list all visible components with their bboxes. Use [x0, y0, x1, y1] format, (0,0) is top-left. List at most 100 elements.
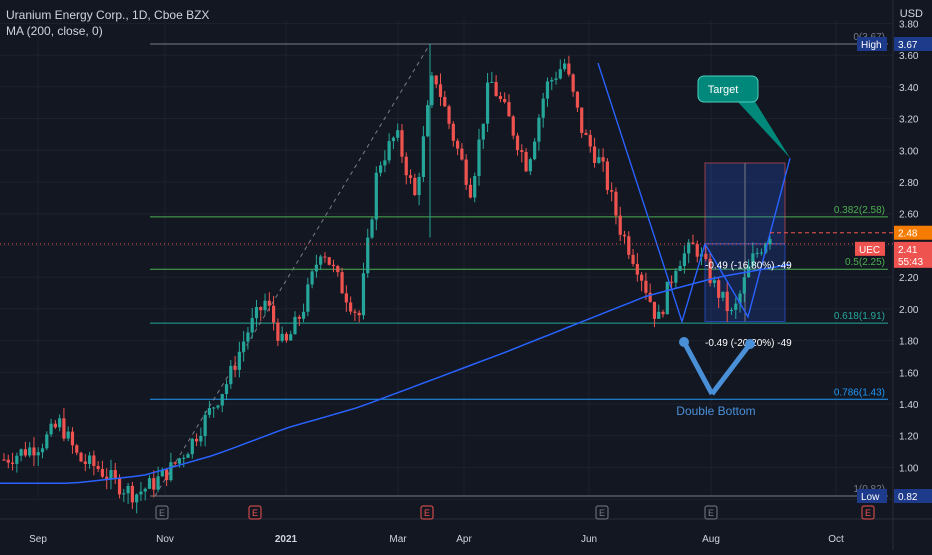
candle-body: [682, 253, 687, 267]
candle-body: [541, 98, 545, 118]
price-tick-label: 1.80: [899, 337, 919, 348]
candle-body: [100, 469, 105, 477]
candle-body: [404, 156, 408, 176]
candle: [203, 411, 207, 447]
price-tag-value: 0.82: [898, 492, 918, 503]
candle: [417, 172, 421, 206]
fib-level-label: 0.5(2.25): [845, 257, 885, 268]
candle-body: [443, 96, 447, 107]
candle: [233, 355, 237, 378]
candle-body: [246, 332, 250, 342]
candle-body: [644, 280, 648, 293]
candle: [404, 152, 408, 185]
target-callout-box: [697, 75, 759, 103]
price-tick-label: 3.40: [899, 83, 919, 94]
candle-body: [520, 150, 524, 152]
candle-body: [550, 79, 554, 82]
candle-body: [323, 256, 327, 258]
candle: [293, 311, 297, 335]
candle-body: [126, 485, 130, 494]
candle-body: [734, 303, 738, 310]
candle-body: [640, 274, 644, 281]
candle-body: [212, 407, 216, 409]
candle-body: [263, 300, 267, 311]
candle-body: [224, 384, 229, 395]
candle-body: [147, 478, 152, 489]
candle-body: [627, 236, 631, 255]
candle: [665, 281, 669, 315]
candle-body: [276, 322, 280, 341]
candle-body: [755, 252, 759, 254]
candle: [571, 73, 575, 97]
candle: [152, 470, 156, 498]
candle: [631, 249, 635, 267]
candle-body: [468, 184, 473, 198]
candle: [708, 251, 712, 287]
candle: [323, 252, 327, 263]
earnings-marker-box: [155, 505, 169, 520]
time-tick-label: 2021: [275, 534, 298, 545]
indicator-label: MA (200, close, 0): [6, 24, 103, 38]
candle: [361, 262, 366, 320]
candle-body: [494, 81, 498, 97]
candle: [160, 467, 164, 477]
candle-body: [451, 123, 455, 141]
candle-body: [464, 159, 468, 185]
candle: [32, 437, 36, 467]
candle-body: [738, 293, 742, 304]
candle-body: [708, 258, 712, 284]
candle-body: [562, 63, 567, 70]
candle-body: [742, 277, 746, 294]
candle: [562, 58, 567, 72]
candle-body: [575, 91, 580, 108]
candle: [464, 154, 468, 190]
earnings-marker-label: E: [252, 508, 258, 518]
candle: [460, 143, 464, 161]
candle: [678, 260, 682, 272]
candle-body: [319, 256, 323, 265]
candle-body: [396, 130, 400, 138]
currency-label: USD: [899, 8, 923, 20]
candle: [413, 173, 417, 196]
price-tag-label: UEC: [859, 245, 880, 256]
candle: [614, 187, 618, 225]
candle-body: [169, 462, 173, 481]
candle-body: [32, 447, 36, 456]
candle: [610, 182, 614, 202]
price-tag-box: [894, 241, 932, 268]
candle-body: [417, 177, 421, 196]
candle-body: [62, 418, 66, 439]
candle: [498, 91, 503, 103]
candle-body: [374, 172, 378, 220]
candle: [400, 124, 404, 163]
candle: [541, 92, 545, 128]
candle: [550, 77, 554, 91]
candle-body: [567, 63, 571, 75]
candle: [199, 427, 203, 447]
candle-body: [297, 316, 301, 319]
candle: [370, 217, 374, 240]
target-callout-label: Target: [708, 84, 739, 96]
chart-title: Uranium Energy Corp., 1D, Cboe BZX: [6, 8, 210, 22]
price-tag-value: 2.48: [898, 229, 918, 240]
candle: [259, 306, 263, 322]
candle-body: [70, 431, 75, 446]
candle-body: [515, 135, 520, 151]
candle: [588, 129, 592, 153]
candle-body: [592, 146, 597, 163]
candle: [430, 71, 434, 108]
price-tick-label: 3.80: [899, 19, 919, 30]
candle: [657, 304, 661, 319]
candle-body: [353, 311, 357, 313]
candle-body: [498, 96, 503, 100]
earnings-marker-label: E: [599, 508, 605, 518]
candle-body: [15, 455, 19, 464]
candle-body: [190, 438, 194, 455]
candle-body: [687, 242, 691, 254]
candle: [421, 126, 425, 183]
candle: [122, 488, 126, 503]
price-tag-label-box: [857, 37, 887, 51]
candle: [558, 59, 562, 80]
candle-body: [717, 280, 721, 298]
